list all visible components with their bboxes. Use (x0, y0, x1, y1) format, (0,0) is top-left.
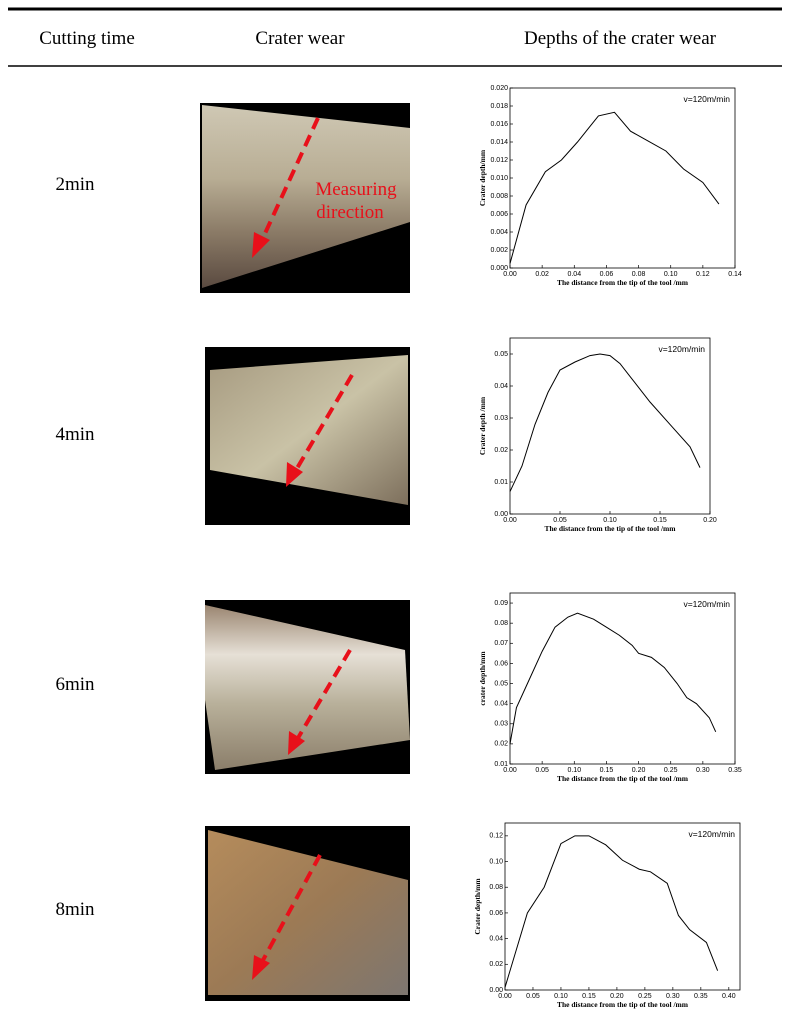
y-axis-label: crater depth/mm (478, 651, 487, 706)
y-tick-label: 0.05 (494, 351, 508, 358)
x-tick-label: 0.10 (664, 271, 678, 278)
y-tick-label: 0.01 (494, 761, 508, 768)
y-tick-label: 0.07 (494, 640, 508, 647)
y-axis-label: Crater depth/mm (473, 878, 482, 935)
x-tick-label: 0.25 (638, 993, 652, 1000)
x-tick-label: 0.15 (582, 993, 596, 1000)
y-tick-label: 0.018 (490, 103, 508, 110)
y-tick-label: 0.000 (490, 265, 508, 272)
header: Crater wear (255, 28, 345, 49)
plot-frame (510, 593, 735, 764)
page: Cutting time Crater wear Depths of the c… (0, 0, 790, 1016)
y-tick-label: 0.03 (494, 415, 508, 422)
photo (205, 600, 410, 774)
x-tick-label: 0.14 (728, 271, 742, 278)
x-tick-label: 0.06 (600, 271, 614, 278)
plot-frame (510, 88, 735, 268)
x-tick-label: 0.00 (503, 517, 517, 524)
x-tick-label: 0.05 (535, 767, 549, 774)
y-tick-label: 0.00 (489, 987, 503, 994)
y-tick-label: 0.008 (490, 193, 508, 200)
chart-annotation: v=120m/min (658, 344, 705, 354)
x-axis-label: The distance from the tip of the tool /m… (557, 1000, 689, 1009)
x-tick-label: 0.20 (632, 767, 646, 774)
x-tick-label: 0.30 (666, 993, 680, 1000)
plot-frame (510, 338, 710, 514)
x-tick-label: 0.35 (728, 767, 742, 774)
y-tick-label: 0.12 (489, 833, 503, 840)
y-tick-label: 0.04 (494, 700, 508, 707)
x-tick-label: 0.00 (503, 767, 517, 774)
y-tick-label: 0.010 (490, 175, 508, 182)
x-tick-label: 0.15 (653, 517, 667, 524)
data-line (510, 613, 716, 744)
y-tick-label: 0.016 (490, 121, 508, 128)
header: Depths of the crater wear (524, 28, 717, 49)
y-tick-label: 0.02 (489, 961, 503, 968)
x-axis-label: The distance from the tip of the tool /m… (557, 774, 689, 783)
x-axis-label: The distance from the tip of the tool /m… (557, 278, 689, 287)
x-tick-label: 0.12 (696, 271, 710, 278)
chart-annotation: v=120m/min (688, 829, 735, 839)
y-tick-label: 0.006 (490, 211, 508, 218)
x-tick-label: 0.00 (503, 271, 517, 278)
data-line (510, 112, 719, 263)
x-tick-label: 0.15 (600, 767, 614, 774)
photo-annotation: direction (316, 202, 384, 223)
photo (205, 826, 410, 1001)
cutting-time: 8min (55, 899, 95, 920)
y-tick-label: 0.09 (494, 600, 508, 607)
x-tick-label: 0.05 (553, 517, 567, 524)
x-tick-label: 0.30 (696, 767, 710, 774)
x-tick-label: 0.10 (567, 767, 581, 774)
data-line (510, 354, 700, 492)
y-tick-label: 0.10 (489, 858, 503, 865)
y-tick-label: 0.06 (489, 910, 503, 917)
cutting-time: 2min (55, 174, 95, 195)
x-tick-label: 0.10 (554, 993, 568, 1000)
x-tick-label: 0.25 (664, 767, 678, 774)
data-line (505, 836, 718, 988)
x-tick-label: 0.20 (610, 993, 624, 1000)
x-axis-label: The distance from the tip of the tool /m… (544, 524, 676, 533)
x-tick-label: 0.00 (498, 993, 512, 1000)
y-tick-label: 0.02 (494, 447, 508, 454)
y-tick-label: 0.05 (494, 680, 508, 687)
y-tick-label: 0.01 (494, 479, 508, 486)
y-tick-label: 0.03 (494, 721, 508, 728)
y-tick-label: 0.06 (494, 660, 508, 667)
chart-annotation: v=120m/min (683, 599, 730, 609)
table-figure: Cutting time Crater wear Depths of the c… (0, 0, 790, 1016)
y-tick-label: 0.020 (490, 85, 508, 92)
y-tick-label: 0.00 (494, 511, 508, 518)
plot-frame (505, 823, 740, 990)
y-tick-label: 0.08 (489, 884, 503, 891)
y-tick-label: 0.014 (490, 139, 508, 146)
x-tick-label: 0.05 (526, 993, 540, 1000)
x-tick-label: 0.08 (632, 271, 646, 278)
y-tick-label: 0.002 (490, 247, 508, 254)
x-tick-label: 0.10 (603, 517, 617, 524)
y-axis-label: Crater depth/mm (478, 149, 487, 206)
y-tick-label: 0.04 (494, 383, 508, 390)
photo-annotation: Measuring (315, 179, 397, 200)
y-tick-label: 0.08 (494, 620, 508, 627)
y-axis-label: Crater depth /mm (478, 396, 487, 455)
chart-annotation: v=120m/min (683, 94, 730, 104)
y-tick-label: 0.04 (489, 935, 503, 942)
x-tick-label: 0.04 (567, 271, 581, 278)
photo (205, 347, 410, 525)
x-tick-label: 0.02 (535, 271, 549, 278)
x-tick-label: 0.35 (694, 993, 708, 1000)
cutting-time: 6min (55, 674, 95, 695)
header: Cutting time (39, 28, 135, 49)
x-tick-label: 0.40 (722, 993, 736, 1000)
x-tick-label: 0.20 (703, 517, 717, 524)
cutting-time: 4min (55, 424, 95, 445)
y-tick-label: 0.02 (494, 741, 508, 748)
y-tick-label: 0.004 (490, 229, 508, 236)
y-tick-label: 0.012 (490, 157, 508, 164)
